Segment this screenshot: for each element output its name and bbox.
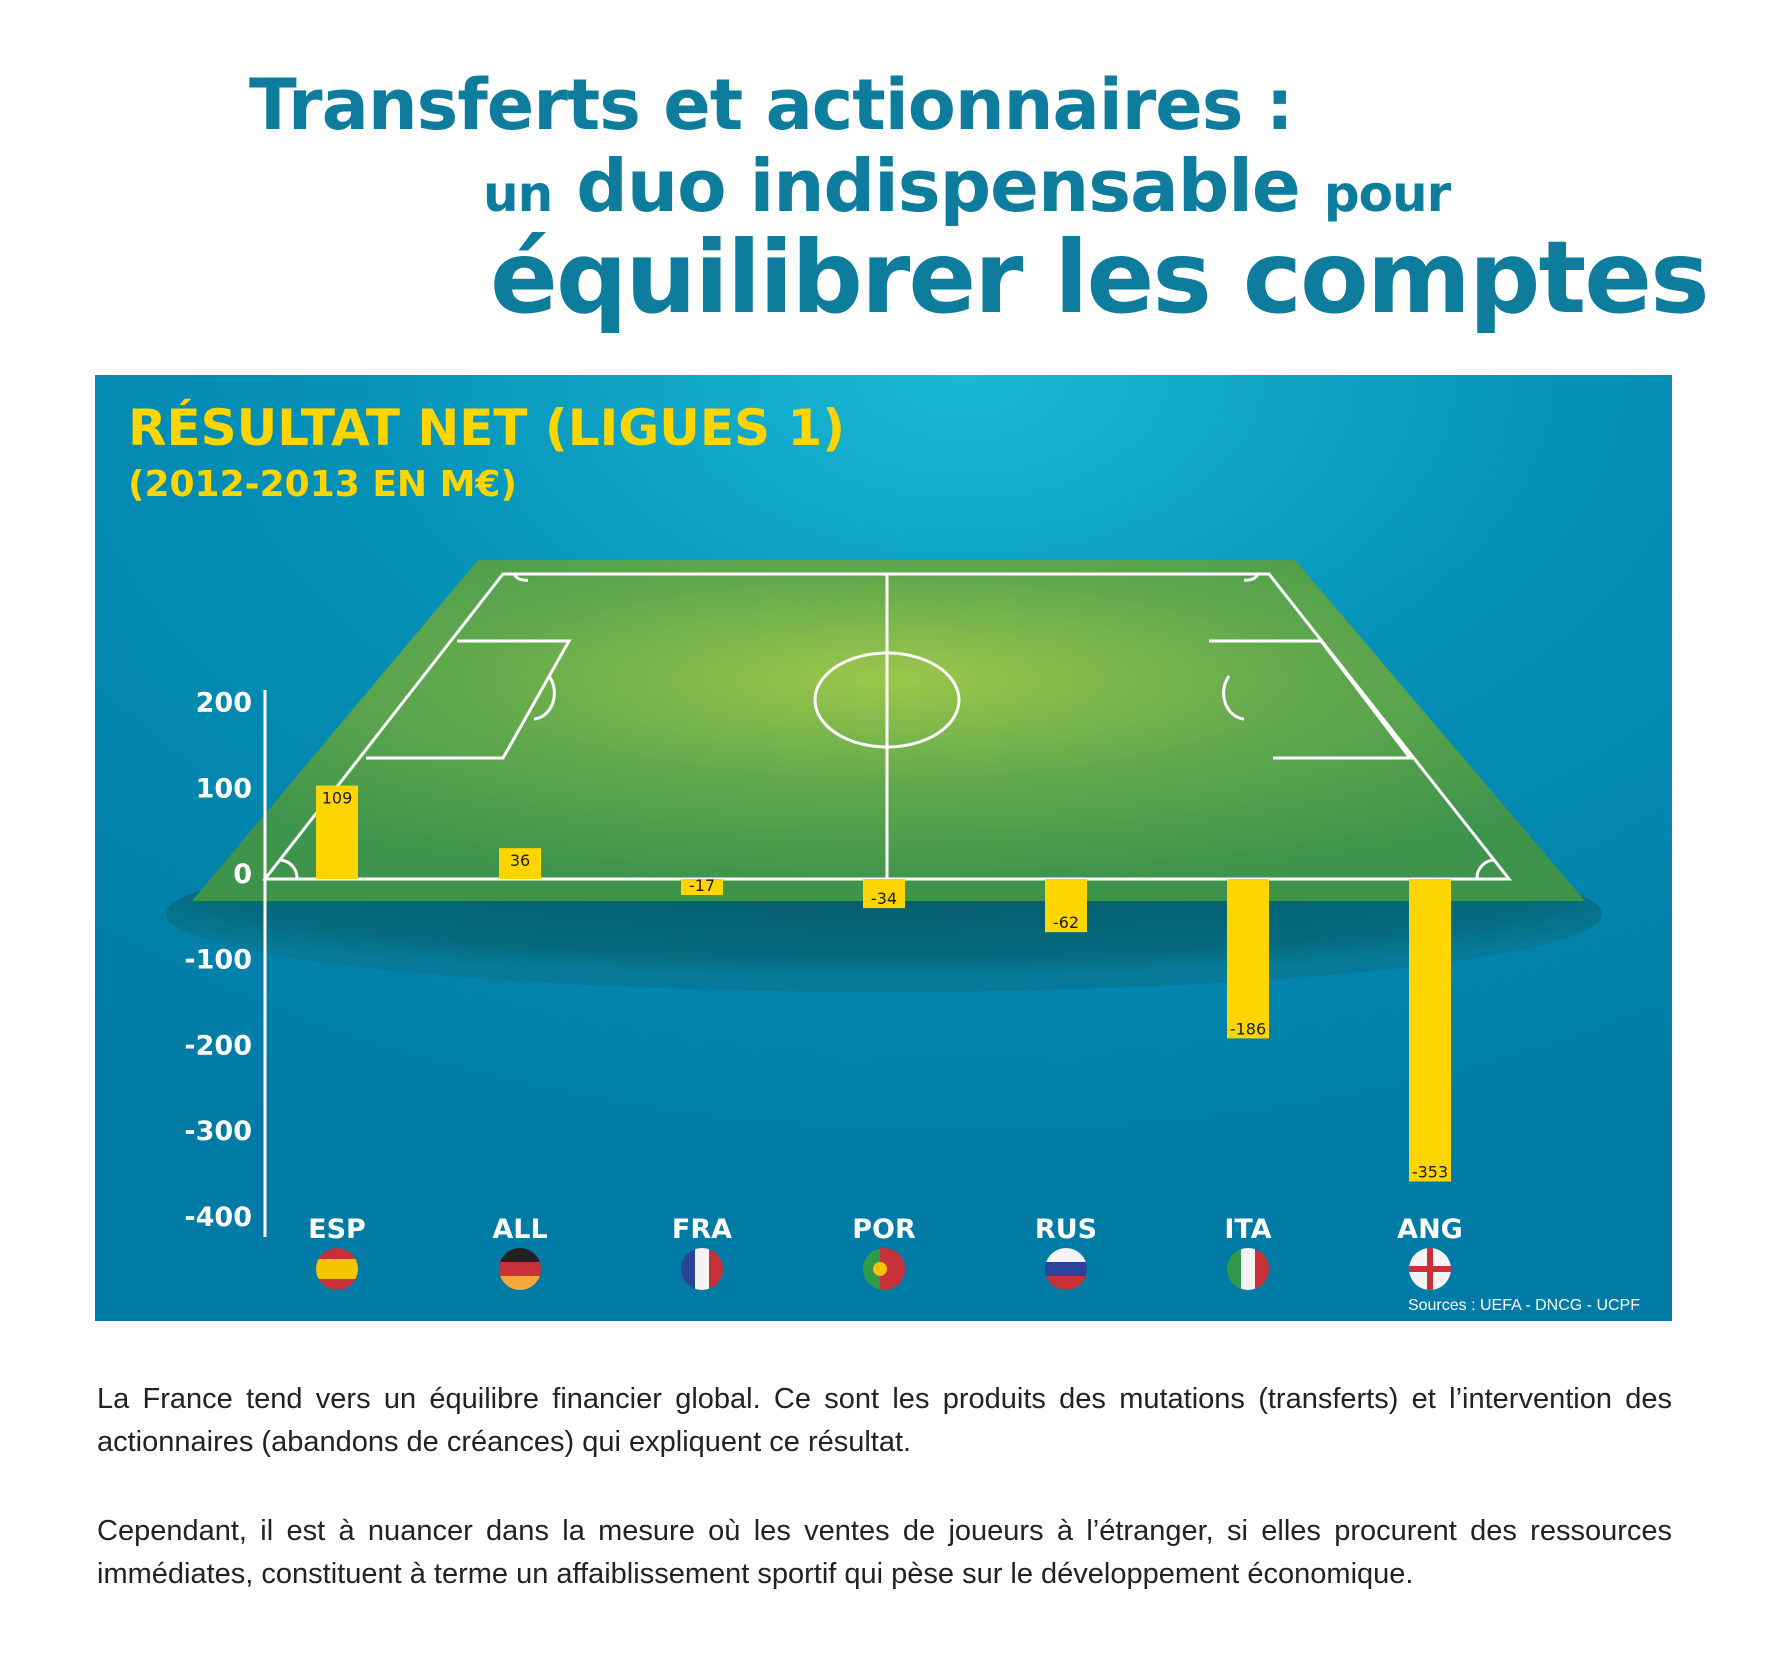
data-label: 109 [322, 789, 353, 808]
paragraph-2: Cependant, il est à nuancer dans la mesu… [97, 1515, 1672, 1590]
x-tick-label: FRA [672, 1214, 732, 1245]
portugal-flag-icon [863, 1248, 905, 1290]
x-tick-label: ANG [1397, 1214, 1463, 1245]
y-tick-label: 0 [233, 859, 252, 890]
y-tick-label: -300 [184, 1116, 252, 1147]
x-tick-label: ESP [308, 1214, 366, 1245]
x-tick-label: POR [852, 1214, 916, 1245]
bar-rus [1045, 879, 1087, 933]
data-label: -17 [689, 876, 715, 895]
germany-flag-icon [499, 1248, 541, 1290]
y-tick-label: -200 [184, 1030, 252, 1061]
title-line-1: Transferts et actionnaires : [249, 64, 1294, 146]
x-tick-label: ALL [492, 1214, 547, 1245]
chart-title: RÉSULTAT NET (LIGUES 1) [128, 398, 845, 457]
title-line-2: un duo indispensable pour [483, 148, 1451, 232]
paragraph-1: La France tend vers un équilibre financi… [97, 1383, 1672, 1458]
title-pour: pour [1323, 165, 1451, 223]
source-note: Sources : UEFA - DNCG - UCPF [1408, 1297, 1640, 1314]
bar-all [499, 848, 541, 879]
x-tick-label: ITA [1224, 1214, 1271, 1245]
title-un: un [483, 165, 553, 223]
england-flag-icon [1409, 1248, 1451, 1290]
chart-subtitle: (2012-2013 EN M€) [128, 464, 517, 505]
x-tick-label: RUS [1035, 1214, 1097, 1245]
italy-flag-icon [1227, 1248, 1269, 1290]
title-line-3: équilibrer les comptes [490, 219, 1710, 336]
title-duo: duo indispensable [576, 144, 1300, 228]
data-label: -62 [1053, 913, 1079, 932]
bar-ang [1409, 879, 1451, 1182]
pitch-lines [261, 572, 1513, 881]
y-tick-label: -400 [184, 1202, 252, 1233]
france-flag-icon [681, 1248, 723, 1290]
bar-esp [316, 785, 358, 879]
spain-flag-icon [316, 1248, 358, 1290]
y-tick-label: 100 [196, 773, 252, 804]
y-tick-label: 200 [196, 688, 252, 719]
y-tick-label: -100 [184, 945, 252, 976]
data-label: -353 [1412, 1163, 1448, 1182]
russia-flag-icon [1045, 1248, 1087, 1290]
data-label: -34 [871, 889, 897, 908]
data-label: 36 [510, 851, 530, 870]
bar-fra [681, 879, 723, 895]
bar-ita [1227, 879, 1269, 1039]
chart-panel: RÉSULTAT NET (LIGUES 1) (2012-2013 EN M€… [95, 375, 1672, 1321]
bar-por [863, 879, 905, 909]
data-label: -186 [1230, 1019, 1266, 1038]
